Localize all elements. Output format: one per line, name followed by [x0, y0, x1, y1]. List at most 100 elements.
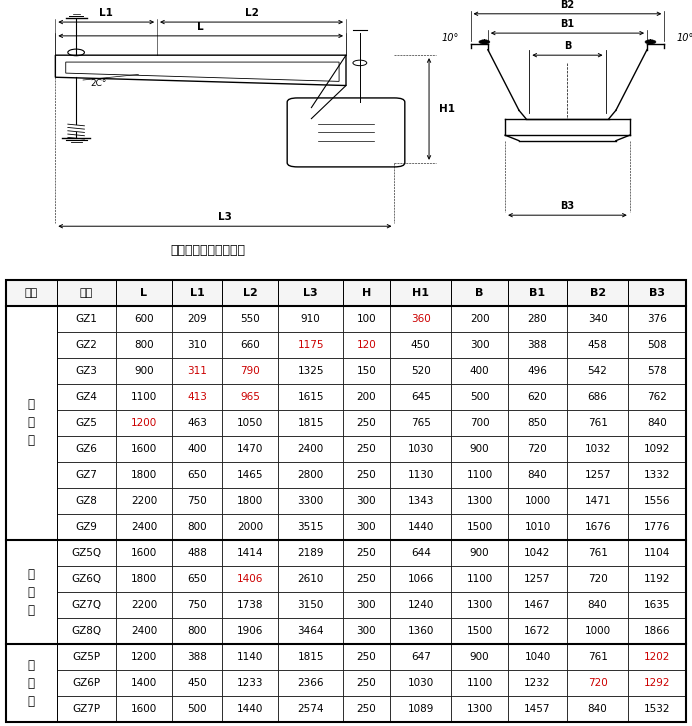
Text: L2: L2 — [243, 287, 257, 298]
Text: 660: 660 — [240, 340, 260, 350]
Bar — [508, 670, 567, 696]
Text: 1030: 1030 — [408, 444, 434, 454]
Bar — [278, 696, 343, 722]
Bar — [278, 280, 343, 306]
Text: 基
本
型: 基 本 型 — [28, 399, 35, 447]
Text: 1676: 1676 — [584, 522, 611, 532]
Circle shape — [479, 40, 490, 44]
Bar — [390, 462, 451, 488]
Text: 1040: 1040 — [525, 652, 551, 662]
Bar — [172, 592, 221, 618]
Bar — [451, 618, 508, 644]
Bar — [172, 514, 221, 540]
Text: 1200: 1200 — [131, 652, 157, 662]
Bar — [57, 670, 116, 696]
Bar — [567, 540, 628, 566]
Bar — [628, 618, 686, 644]
Bar — [508, 592, 567, 618]
Bar — [221, 462, 278, 488]
Bar — [278, 358, 343, 384]
Text: 1615: 1615 — [298, 392, 324, 401]
Text: 650: 650 — [187, 470, 207, 480]
Text: 250: 250 — [356, 444, 376, 454]
Text: 300: 300 — [356, 600, 376, 610]
Text: 1100: 1100 — [466, 678, 493, 688]
Text: 1130: 1130 — [408, 470, 434, 480]
Text: 250: 250 — [356, 678, 376, 688]
Bar — [278, 409, 343, 436]
Bar — [451, 696, 508, 722]
Bar — [172, 409, 221, 436]
Bar — [628, 488, 686, 514]
Bar — [116, 332, 172, 358]
Bar — [390, 488, 451, 514]
Text: 762: 762 — [648, 392, 667, 401]
Text: 400: 400 — [470, 366, 489, 375]
Bar — [451, 592, 508, 618]
Text: 2800: 2800 — [298, 470, 324, 480]
Text: 120: 120 — [356, 340, 376, 350]
Text: 1325: 1325 — [298, 366, 324, 375]
Bar — [390, 436, 451, 462]
Bar — [451, 540, 508, 566]
Text: B: B — [564, 41, 571, 51]
Text: 376: 376 — [648, 314, 667, 324]
Text: GZ4: GZ4 — [75, 392, 97, 401]
Bar — [508, 566, 567, 592]
Text: 1866: 1866 — [644, 627, 671, 636]
Bar — [390, 409, 451, 436]
Text: 508: 508 — [648, 340, 667, 350]
Text: 300: 300 — [356, 627, 376, 636]
Bar — [221, 618, 278, 644]
Text: 644: 644 — [411, 548, 430, 558]
Bar — [116, 618, 172, 644]
Bar — [451, 436, 508, 462]
Text: B: B — [475, 287, 484, 298]
Bar — [172, 488, 221, 514]
Text: 850: 850 — [527, 417, 547, 428]
Text: 840: 840 — [588, 704, 608, 714]
Bar — [221, 384, 278, 409]
Circle shape — [645, 40, 656, 44]
Text: 400: 400 — [187, 444, 207, 454]
Bar — [567, 358, 628, 384]
Bar — [628, 696, 686, 722]
Text: 1532: 1532 — [644, 704, 671, 714]
Bar — [172, 696, 221, 722]
Bar — [567, 436, 628, 462]
Bar — [116, 540, 172, 566]
Text: 1440: 1440 — [237, 704, 263, 714]
Text: 488: 488 — [187, 548, 207, 558]
Bar — [57, 409, 116, 436]
Bar — [508, 332, 567, 358]
Text: 1050: 1050 — [237, 417, 263, 428]
Bar — [508, 618, 567, 644]
Text: 542: 542 — [588, 366, 608, 375]
Text: B2: B2 — [590, 287, 606, 298]
Text: 1192: 1192 — [644, 574, 671, 584]
Bar — [57, 540, 116, 566]
Bar — [116, 566, 172, 592]
Text: GZ7Q: GZ7Q — [71, 600, 101, 610]
Text: 900: 900 — [470, 652, 489, 662]
Bar — [172, 670, 221, 696]
Text: GZ5Q: GZ5Q — [71, 548, 101, 558]
Bar — [390, 566, 451, 592]
Text: L: L — [197, 22, 204, 32]
Bar — [628, 670, 686, 696]
Text: 965: 965 — [240, 392, 260, 401]
Text: 550: 550 — [240, 314, 260, 324]
Bar — [390, 618, 451, 644]
Bar — [278, 488, 343, 514]
Text: 1500: 1500 — [466, 627, 493, 636]
Bar — [508, 409, 567, 436]
Bar — [6, 280, 57, 306]
Bar — [508, 696, 567, 722]
Bar — [172, 332, 221, 358]
Text: 1000: 1000 — [525, 496, 551, 506]
Text: GZ6: GZ6 — [75, 444, 97, 454]
Bar — [57, 384, 116, 409]
Bar — [628, 384, 686, 409]
Text: 1104: 1104 — [644, 548, 671, 558]
Bar — [278, 644, 343, 670]
